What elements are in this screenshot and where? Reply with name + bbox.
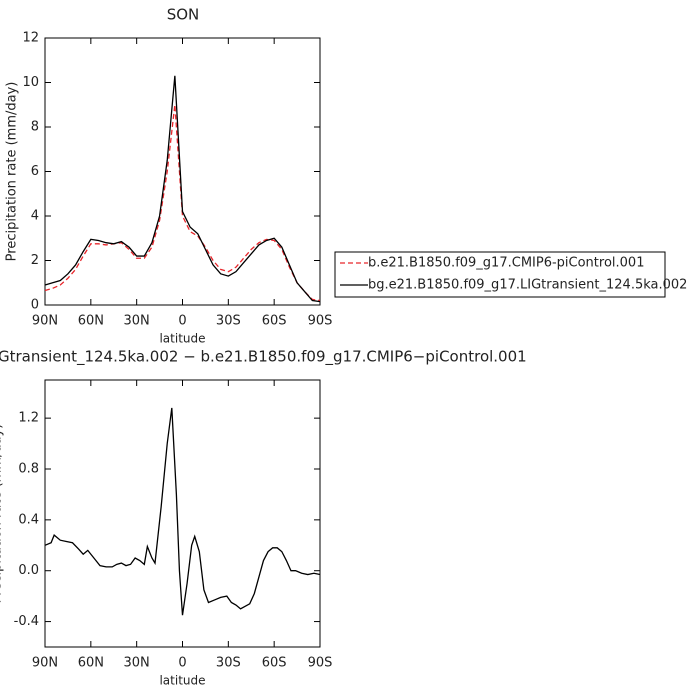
y-tick-label: 0.8 (18, 462, 39, 477)
x-tick-label: 30S (216, 656, 241, 671)
x-tick-label: 90S (308, 656, 333, 671)
y-tick-label: 12 (22, 31, 39, 46)
y-tick-label: 0 (31, 298, 39, 313)
y-tick-label: 6 (31, 164, 39, 179)
y-tick-label: 4 (31, 209, 39, 224)
y-axis-label: Precipitation rate (mm/day) (0, 424, 5, 604)
plot-frame (44, 37, 321, 306)
x-tick-label: 0 (178, 314, 186, 329)
x-tick-label: 30S (216, 314, 241, 329)
y-tick-label: 0.4 (18, 512, 39, 527)
y-tick-label: -0.4 (14, 614, 39, 629)
y-tick-label: 2 (31, 253, 39, 268)
legend-label: b.e21.B1850.f09_g17.CMIP6-piControl.001 (368, 256, 644, 271)
y-tick-label: 10 (22, 75, 39, 90)
x-tick-label: 30N (124, 314, 150, 329)
x-axis-label: latitude (159, 674, 205, 688)
x-axis-label: latitude (159, 332, 205, 346)
data-line (44, 75, 321, 303)
legend-box (334, 251, 666, 298)
legend-label: bg.e21.B1850.f09_g17.LIGtransient_124.5k… (368, 278, 687, 293)
data-line (44, 407, 321, 616)
x-tick-label: 90S (308, 314, 333, 329)
y-axis-label: Precipitation rate (mm/day) (5, 82, 20, 262)
x-tick-label: 30N (124, 656, 150, 671)
chart-title: SON (167, 6, 200, 24)
x-tick-label: 90N (32, 314, 58, 329)
x-tick-label: 60S (262, 656, 287, 671)
x-tick-label: 60S (262, 314, 287, 329)
chart-title: Gtransient_124.5ka.002 − b.e21.B1850.f09… (0, 348, 527, 367)
y-tick-label: 8 (31, 120, 39, 135)
data-line (44, 104, 321, 302)
y-tick-label: 1.2 (18, 411, 39, 426)
x-tick-label: 0 (178, 656, 186, 671)
x-tick-label: 90N (32, 656, 58, 671)
x-tick-label: 60N (78, 656, 104, 671)
y-tick-label: 0.0 (18, 563, 39, 578)
x-tick-label: 60N (78, 314, 104, 329)
